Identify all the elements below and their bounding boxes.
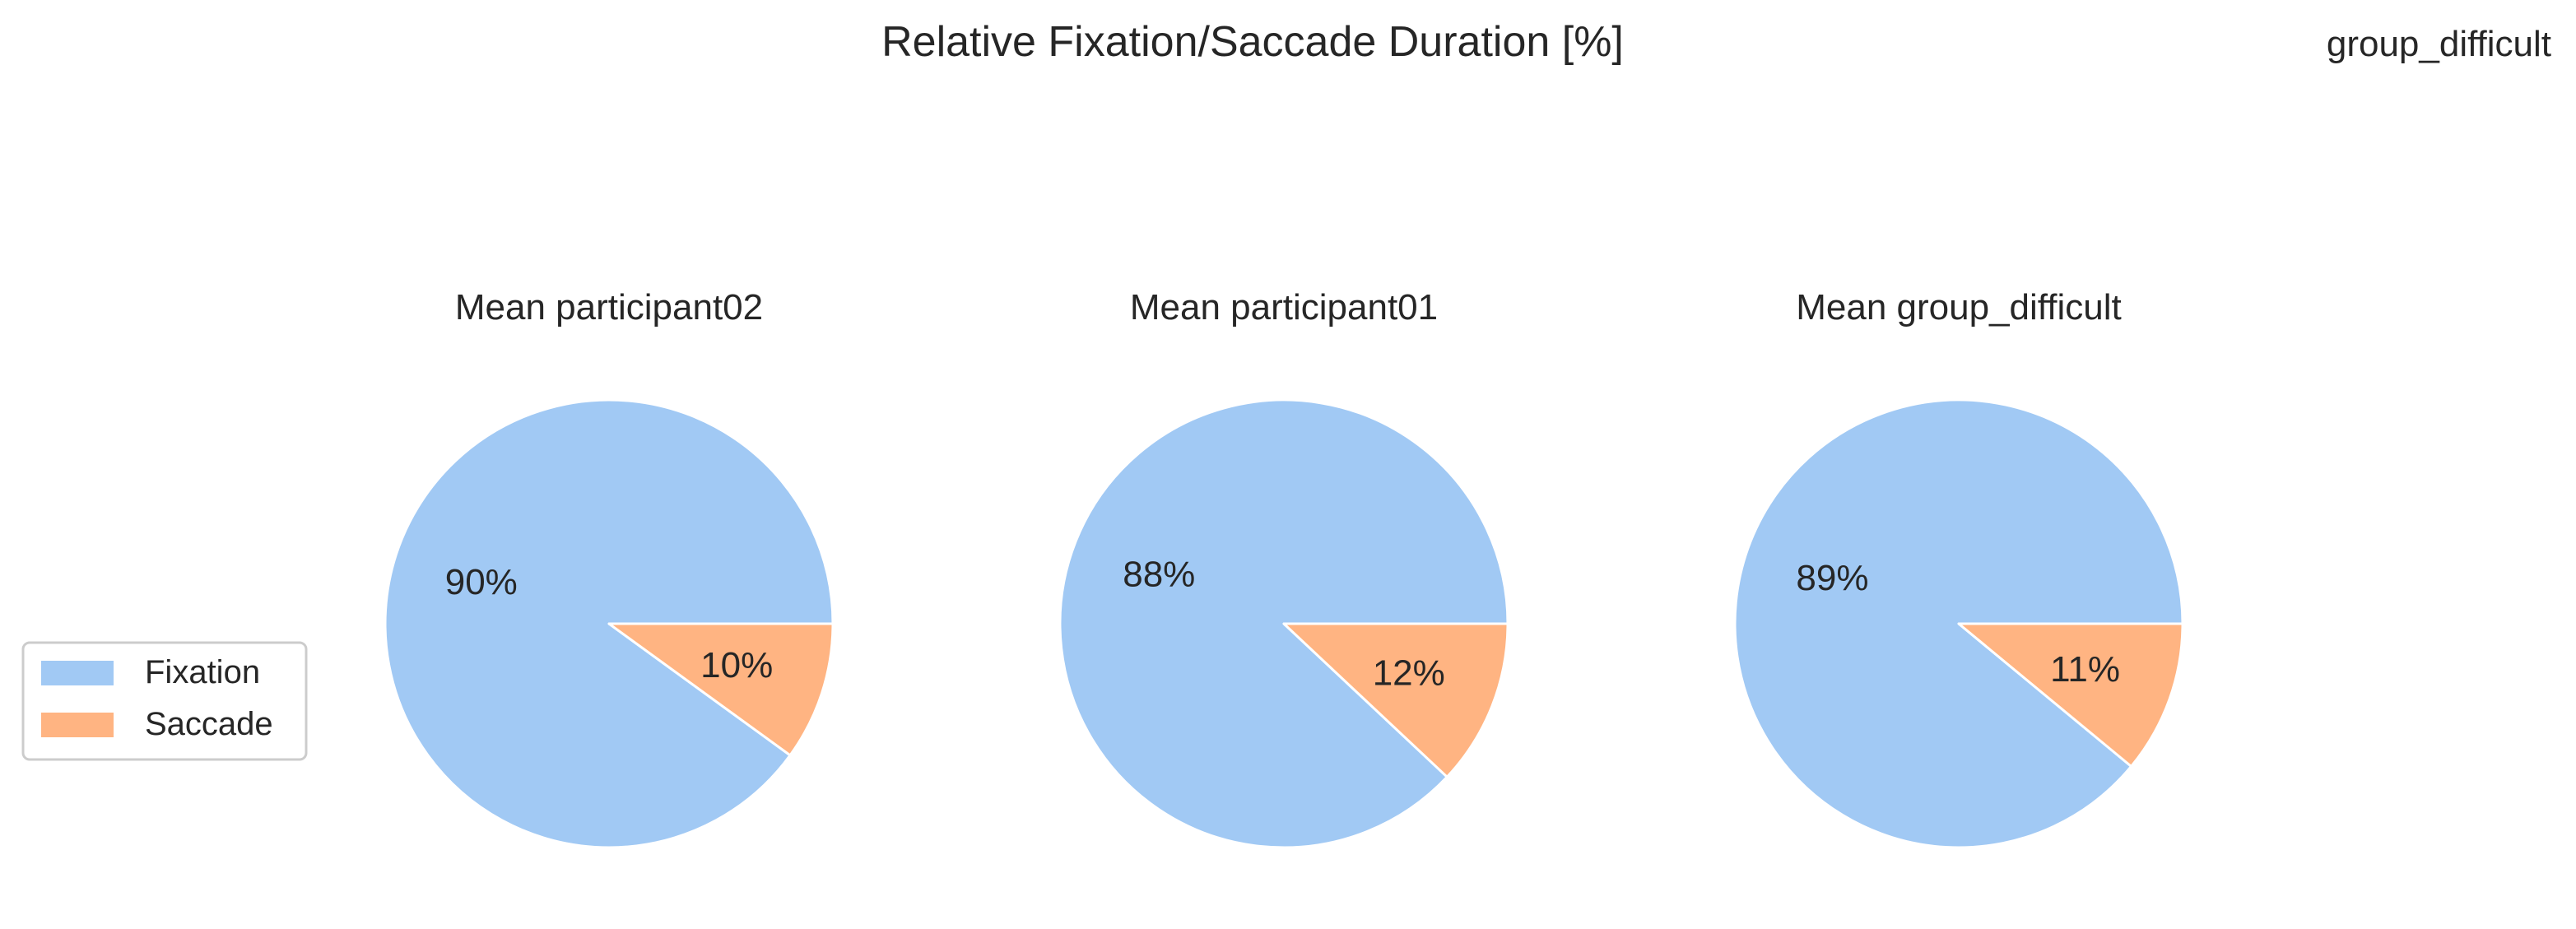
legend-swatch-fixation (41, 661, 114, 685)
pie-chart-3: Mean group_difficult 89% 11% (1733, 287, 2184, 849)
legend-swatch-saccade (41, 713, 114, 737)
pie-title: Mean participant02 (455, 287, 763, 327)
pie-chart-2: Mean participant01 88% 12% (1058, 287, 1509, 849)
legend: Fixation Saccade (21, 641, 308, 761)
pie-value-label-saccade: 12% (1373, 653, 1445, 694)
pie-slice-saccade (607, 622, 835, 757)
pie-slice-saccade (1282, 622, 1509, 778)
pie-slice-saccade (1957, 622, 2184, 768)
pie-chart-1: Mean participant02 90% 10% (384, 287, 835, 849)
pie-value-label-fixation: 90% (445, 562, 518, 602)
figure-corner-label: group_difficult (2327, 24, 2551, 64)
legend-label-fixation: Fixation (145, 654, 260, 690)
pie-title: Mean participant01 (1130, 287, 1438, 327)
pie-value-label-saccade: 11% (2050, 649, 2120, 690)
figure-title: Relative Fixation/Saccade Duration [%] (881, 18, 1624, 66)
pie-value-label-fixation: 89% (1796, 558, 1868, 598)
pie-title: Mean group_difficult (1796, 287, 2121, 327)
legend-label-saccade: Saccade (145, 706, 273, 742)
pie-slice-fixation (1058, 398, 1509, 849)
pie-value-label-fixation: 88% (1123, 554, 1195, 594)
pie-value-label-saccade: 10% (700, 645, 773, 685)
